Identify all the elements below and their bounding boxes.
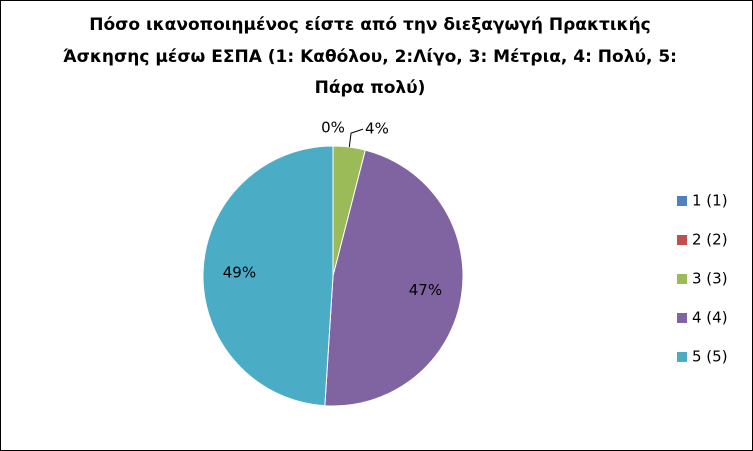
data-label: 47%: [409, 281, 442, 299]
pie-slice: [324, 149, 464, 407]
data-label: 4%: [365, 120, 389, 138]
data-label: 0%: [321, 119, 345, 137]
pie-slice: [202, 145, 334, 407]
legend-label: 2 (2): [692, 231, 728, 249]
legend-swatch: [677, 352, 687, 362]
leader-line: [348, 128, 364, 148]
legend-label: 5 (5): [692, 348, 728, 366]
chart-title: Πάρα πολύ): [315, 78, 426, 98]
legend-label: 4 (4): [692, 309, 728, 327]
chart-title: Άσκησης μέσω ΕΣΠΑ (1: Καθόλου, 2:Λίγο, 3…: [63, 47, 677, 67]
legend-label: 3 (3): [692, 270, 728, 288]
legend-swatch: [677, 313, 687, 323]
legend-swatch: [677, 274, 687, 284]
legend-swatch: [677, 235, 687, 245]
chart-title: Πόσο ικανοποιημένος είστε από την διεξαγ…: [89, 15, 651, 35]
legend-label: 1 (1): [692, 192, 728, 210]
legend-swatch: [677, 196, 687, 206]
data-label: 49%: [223, 264, 256, 282]
